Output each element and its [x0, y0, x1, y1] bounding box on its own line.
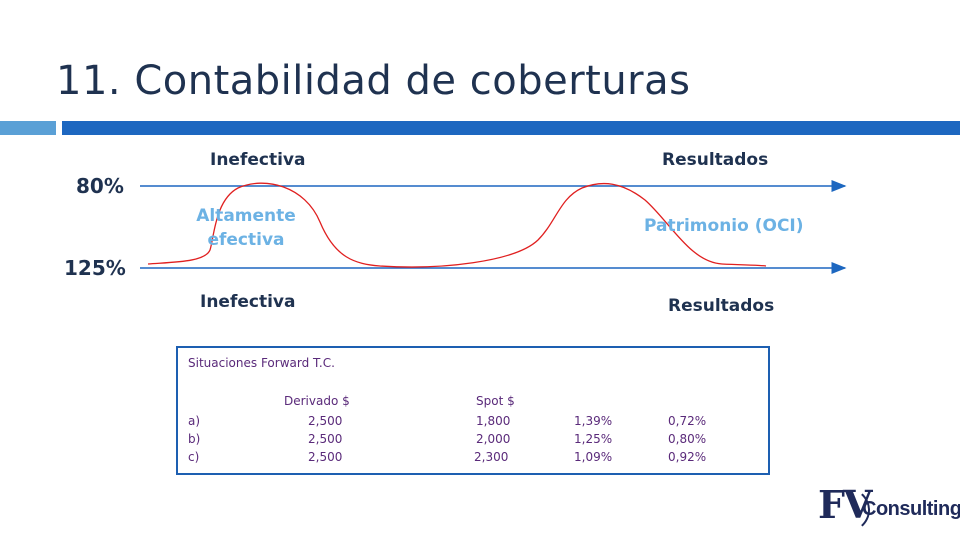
lower-results-label: Resultados: [668, 296, 775, 316]
logo-ring-icon: [816, 486, 870, 534]
upper-ineffective-label: Inefectiva: [210, 150, 306, 170]
table-header-row: Derivado $ Spot $: [178, 394, 768, 410]
logo-text: Consulting: [862, 498, 960, 520]
derivative-value: 2,500: [308, 414, 343, 428]
ratio-2: 0,80%: [668, 432, 707, 446]
row-label: c): [188, 450, 200, 464]
spot-value: 1,800: [476, 414, 511, 428]
highly-effective-line2: efectiva: [207, 230, 285, 250]
header-spot: Spot $: [476, 394, 515, 408]
highly-effective-label: Altamente efectiva: [196, 204, 296, 252]
row-label: b): [188, 432, 201, 446]
lower-ineffective-label: Inefectiva: [200, 292, 296, 312]
derivative-value: 2,500: [308, 450, 343, 464]
table-row: c) 2,500 2,300 1,09% 0,92%: [178, 450, 768, 466]
upper-results-label: Resultados: [662, 150, 769, 170]
ratio-2: 0,92%: [668, 450, 707, 464]
ratio-1: 1,09%: [574, 450, 613, 464]
upper-threshold-label: 80%: [76, 174, 124, 198]
table-row: a) 2,500 1,800 1,39% 0,72%: [178, 414, 768, 430]
effectiveness-curve: [147, 182, 767, 268]
fv-consulting-logo: FV Consulting: [816, 480, 960, 534]
slide-title: 11. Contabilidad de coberturas: [56, 58, 691, 104]
table-caption: Situaciones Forward T.C.: [188, 356, 335, 370]
highly-effective-line1: Altamente: [196, 206, 296, 226]
row-label: a): [188, 414, 201, 428]
title-underline-bar: [62, 121, 960, 135]
derivative-value: 2,500: [308, 432, 343, 446]
lower-threshold-label: 125%: [64, 256, 126, 280]
table-row: b) 2,500 2,000 1,25% 0,80%: [178, 432, 768, 448]
logo-mark: FV: [818, 482, 872, 527]
title-underline-accent: [0, 121, 56, 135]
header-derivative: Derivado $: [284, 394, 350, 408]
ratio-1: 1,39%: [574, 414, 613, 428]
spot-value: 2,000: [476, 432, 511, 446]
ratio-2: 0,72%: [668, 414, 707, 428]
forward-scenarios-table: Situaciones Forward T.C. Derivado $ Spot…: [176, 346, 770, 475]
equity-oci-label: Patrimonio (OCI): [644, 216, 804, 236]
spot-value: 2,300: [474, 450, 509, 464]
ratio-1: 1,25%: [574, 432, 613, 446]
